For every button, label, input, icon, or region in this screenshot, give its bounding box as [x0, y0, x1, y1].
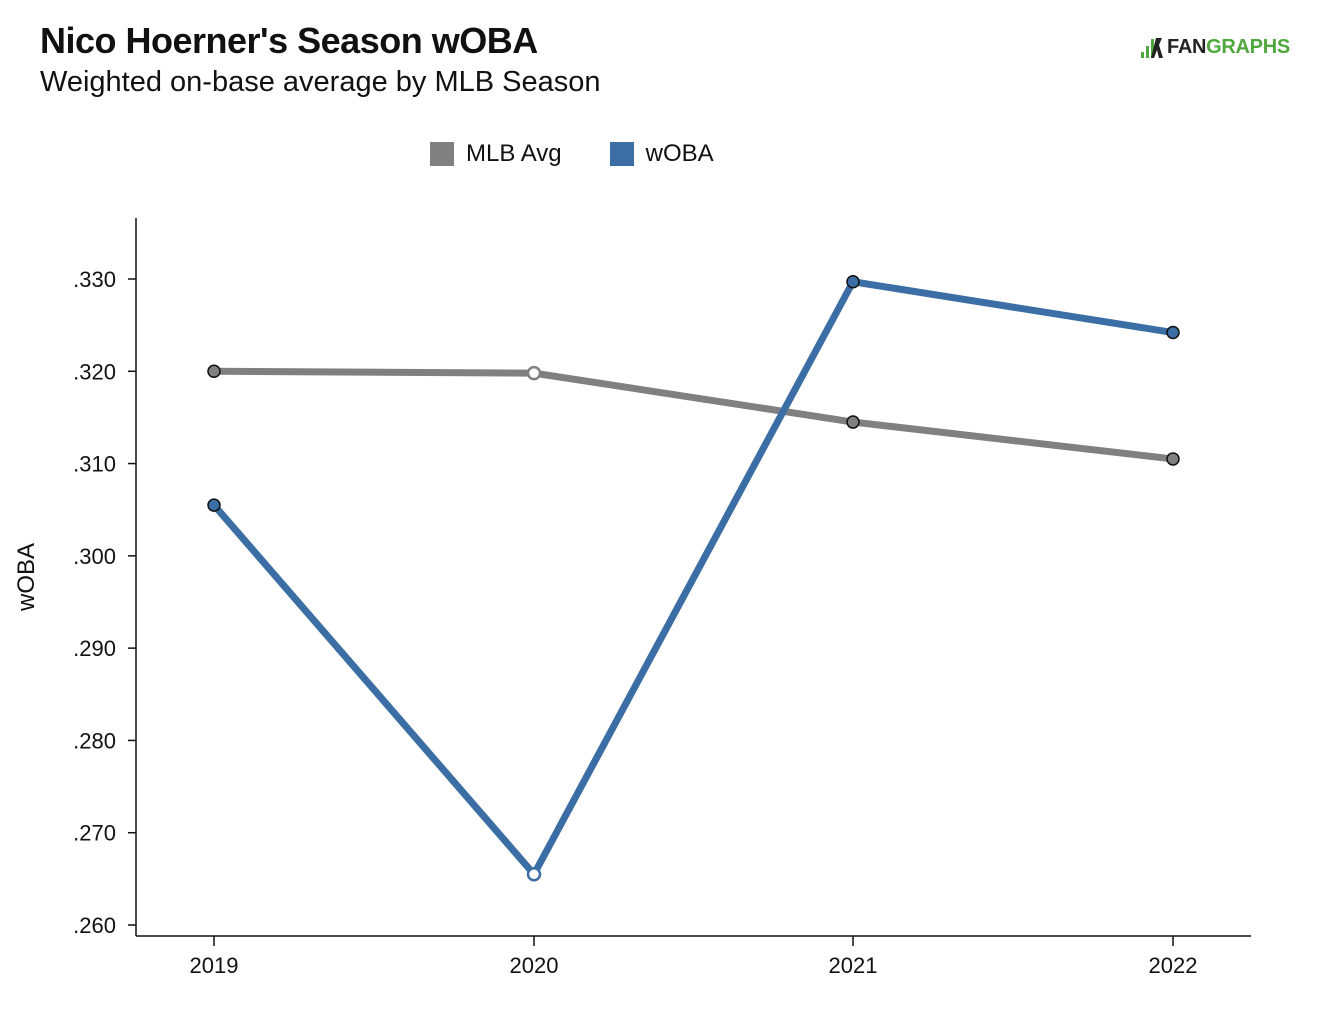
logo-text-fan: FAN [1167, 35, 1207, 58]
y-tick-label: .280 [73, 728, 116, 753]
data-point-woba [846, 275, 860, 289]
series-line-mlb-avg [210, 367, 1177, 463]
chart-legend: MLB Avg wOBA [430, 140, 762, 168]
legend-swatch-mlb-avg [430, 142, 454, 166]
data-point-mlb-avg [526, 365, 542, 381]
data-point-mlb-avg [207, 364, 221, 379]
series-line-woba [210, 278, 1177, 878]
data-point-woba [1166, 325, 1180, 340]
y-tick-label: .260 [73, 913, 116, 938]
y-axis-label: wOBA [13, 543, 40, 612]
y-tick-label: .320 [73, 359, 116, 384]
data-point-woba [526, 866, 542, 882]
chart-subtitle: Weighted on-base average by MLB Season [40, 66, 601, 98]
y-tick-label: .300 [73, 544, 116, 569]
y-tick-label: .270 [73, 821, 116, 846]
x-tick-label: 2022 [1149, 953, 1198, 978]
data-point-mlb-avg [1166, 452, 1180, 466]
x-tick-label: 2020 [510, 953, 559, 978]
y-tick-label: .330 [73, 267, 116, 292]
chart-title: Nico Hoerner's Season wOBA [40, 20, 538, 61]
legend-item-mlb-avg[interactable]: MLB Avg [430, 140, 562, 168]
y-tick-label: .310 [73, 452, 116, 477]
data-point-mlb-avg [846, 415, 860, 429]
x-tick-label: 2021 [829, 953, 878, 978]
legend-swatch-woba [609, 142, 634, 166]
logo-text-graphs: GRAPHS [1206, 35, 1290, 58]
legend-item-woba[interactable]: wOBA [609, 140, 714, 168]
legend-label-woba: wOBA [645, 140, 714, 167]
y-tick-label: .290 [73, 636, 116, 661]
legend-label-mlb-avg: MLB Avg [466, 140, 562, 167]
fangraphs-logo: FAN GRAPHS [1140, 34, 1290, 60]
data-point-woba [207, 498, 221, 512]
fangraphs-logo-icon [1141, 38, 1163, 58]
x-tick-label: 2019 [190, 953, 239, 978]
